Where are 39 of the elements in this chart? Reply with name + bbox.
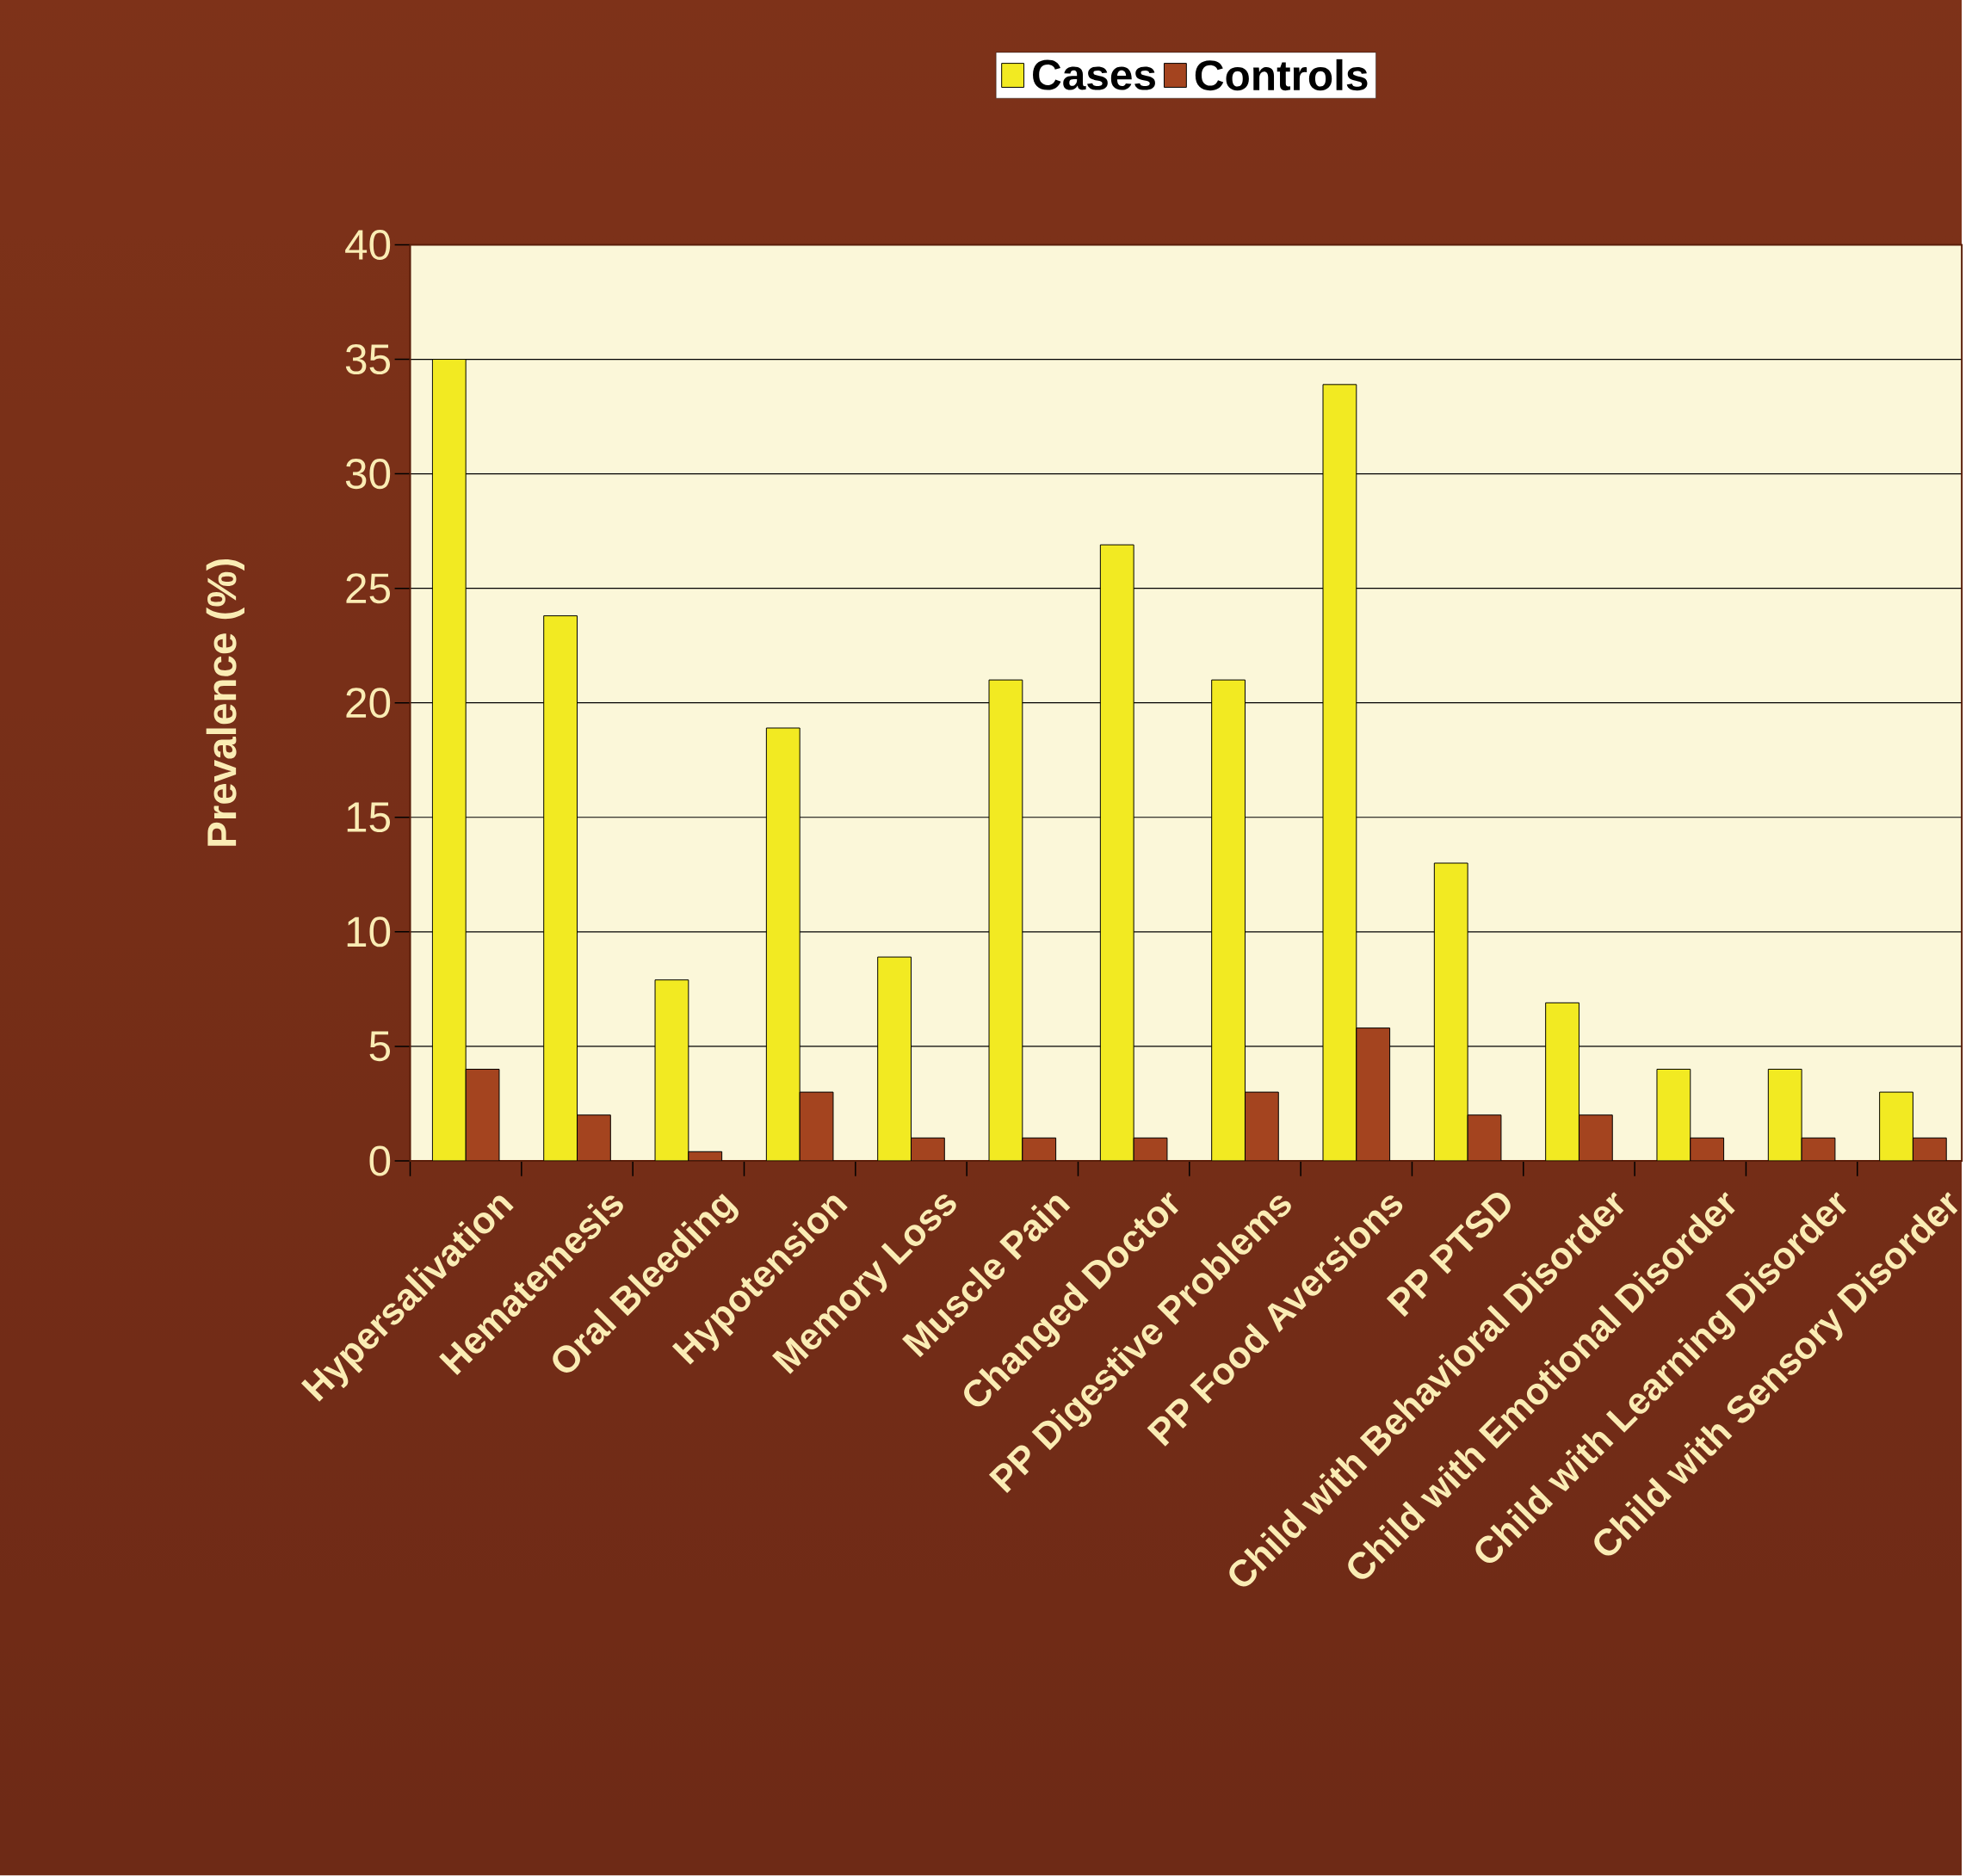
y-tick-label: 35: [345, 344, 391, 375]
bar: [799, 1091, 834, 1162]
y-tick-label: 20: [346, 688, 391, 719]
bar: [1545, 1003, 1579, 1162]
bar: [1022, 1138, 1057, 1162]
bar: [1356, 1027, 1391, 1162]
legend-label: Controls: [1195, 59, 1368, 91]
bar: [765, 727, 801, 1162]
y-axis-title: Prevalence (%): [206, 559, 244, 846]
bar: [1322, 384, 1357, 1162]
bar: [1211, 679, 1246, 1162]
y-tick-label: 10: [347, 916, 391, 947]
y-tick-label: 30: [345, 459, 391, 490]
bar: [1690, 1138, 1725, 1162]
y-tick-label: 15: [347, 802, 391, 833]
y-tick-label: 0: [369, 1145, 391, 1176]
bar: [1912, 1138, 1947, 1162]
bar: [1133, 1138, 1168, 1162]
bar: [543, 615, 578, 1162]
y-tick-label: 25: [346, 573, 391, 604]
bar: [1879, 1091, 1913, 1162]
bar: [1433, 862, 1468, 1162]
bar: [465, 1069, 500, 1162]
bar: [1656, 1069, 1691, 1162]
bar: [431, 359, 467, 1162]
bar: [577, 1114, 611, 1162]
bar: [654, 979, 689, 1162]
bar: [1578, 1114, 1613, 1162]
bar: [988, 679, 1023, 1162]
y-tick-label: 40: [345, 230, 391, 261]
bar: [910, 1138, 945, 1162]
bar: [1767, 1069, 1802, 1162]
bar: [1099, 544, 1134, 1162]
legend-label: Cases: [1033, 59, 1155, 90]
y-tick-label: 5: [369, 1031, 391, 1062]
bar: [1801, 1138, 1836, 1162]
bar: [1244, 1091, 1279, 1162]
bar: [1467, 1114, 1502, 1162]
bar: [877, 956, 912, 1162]
